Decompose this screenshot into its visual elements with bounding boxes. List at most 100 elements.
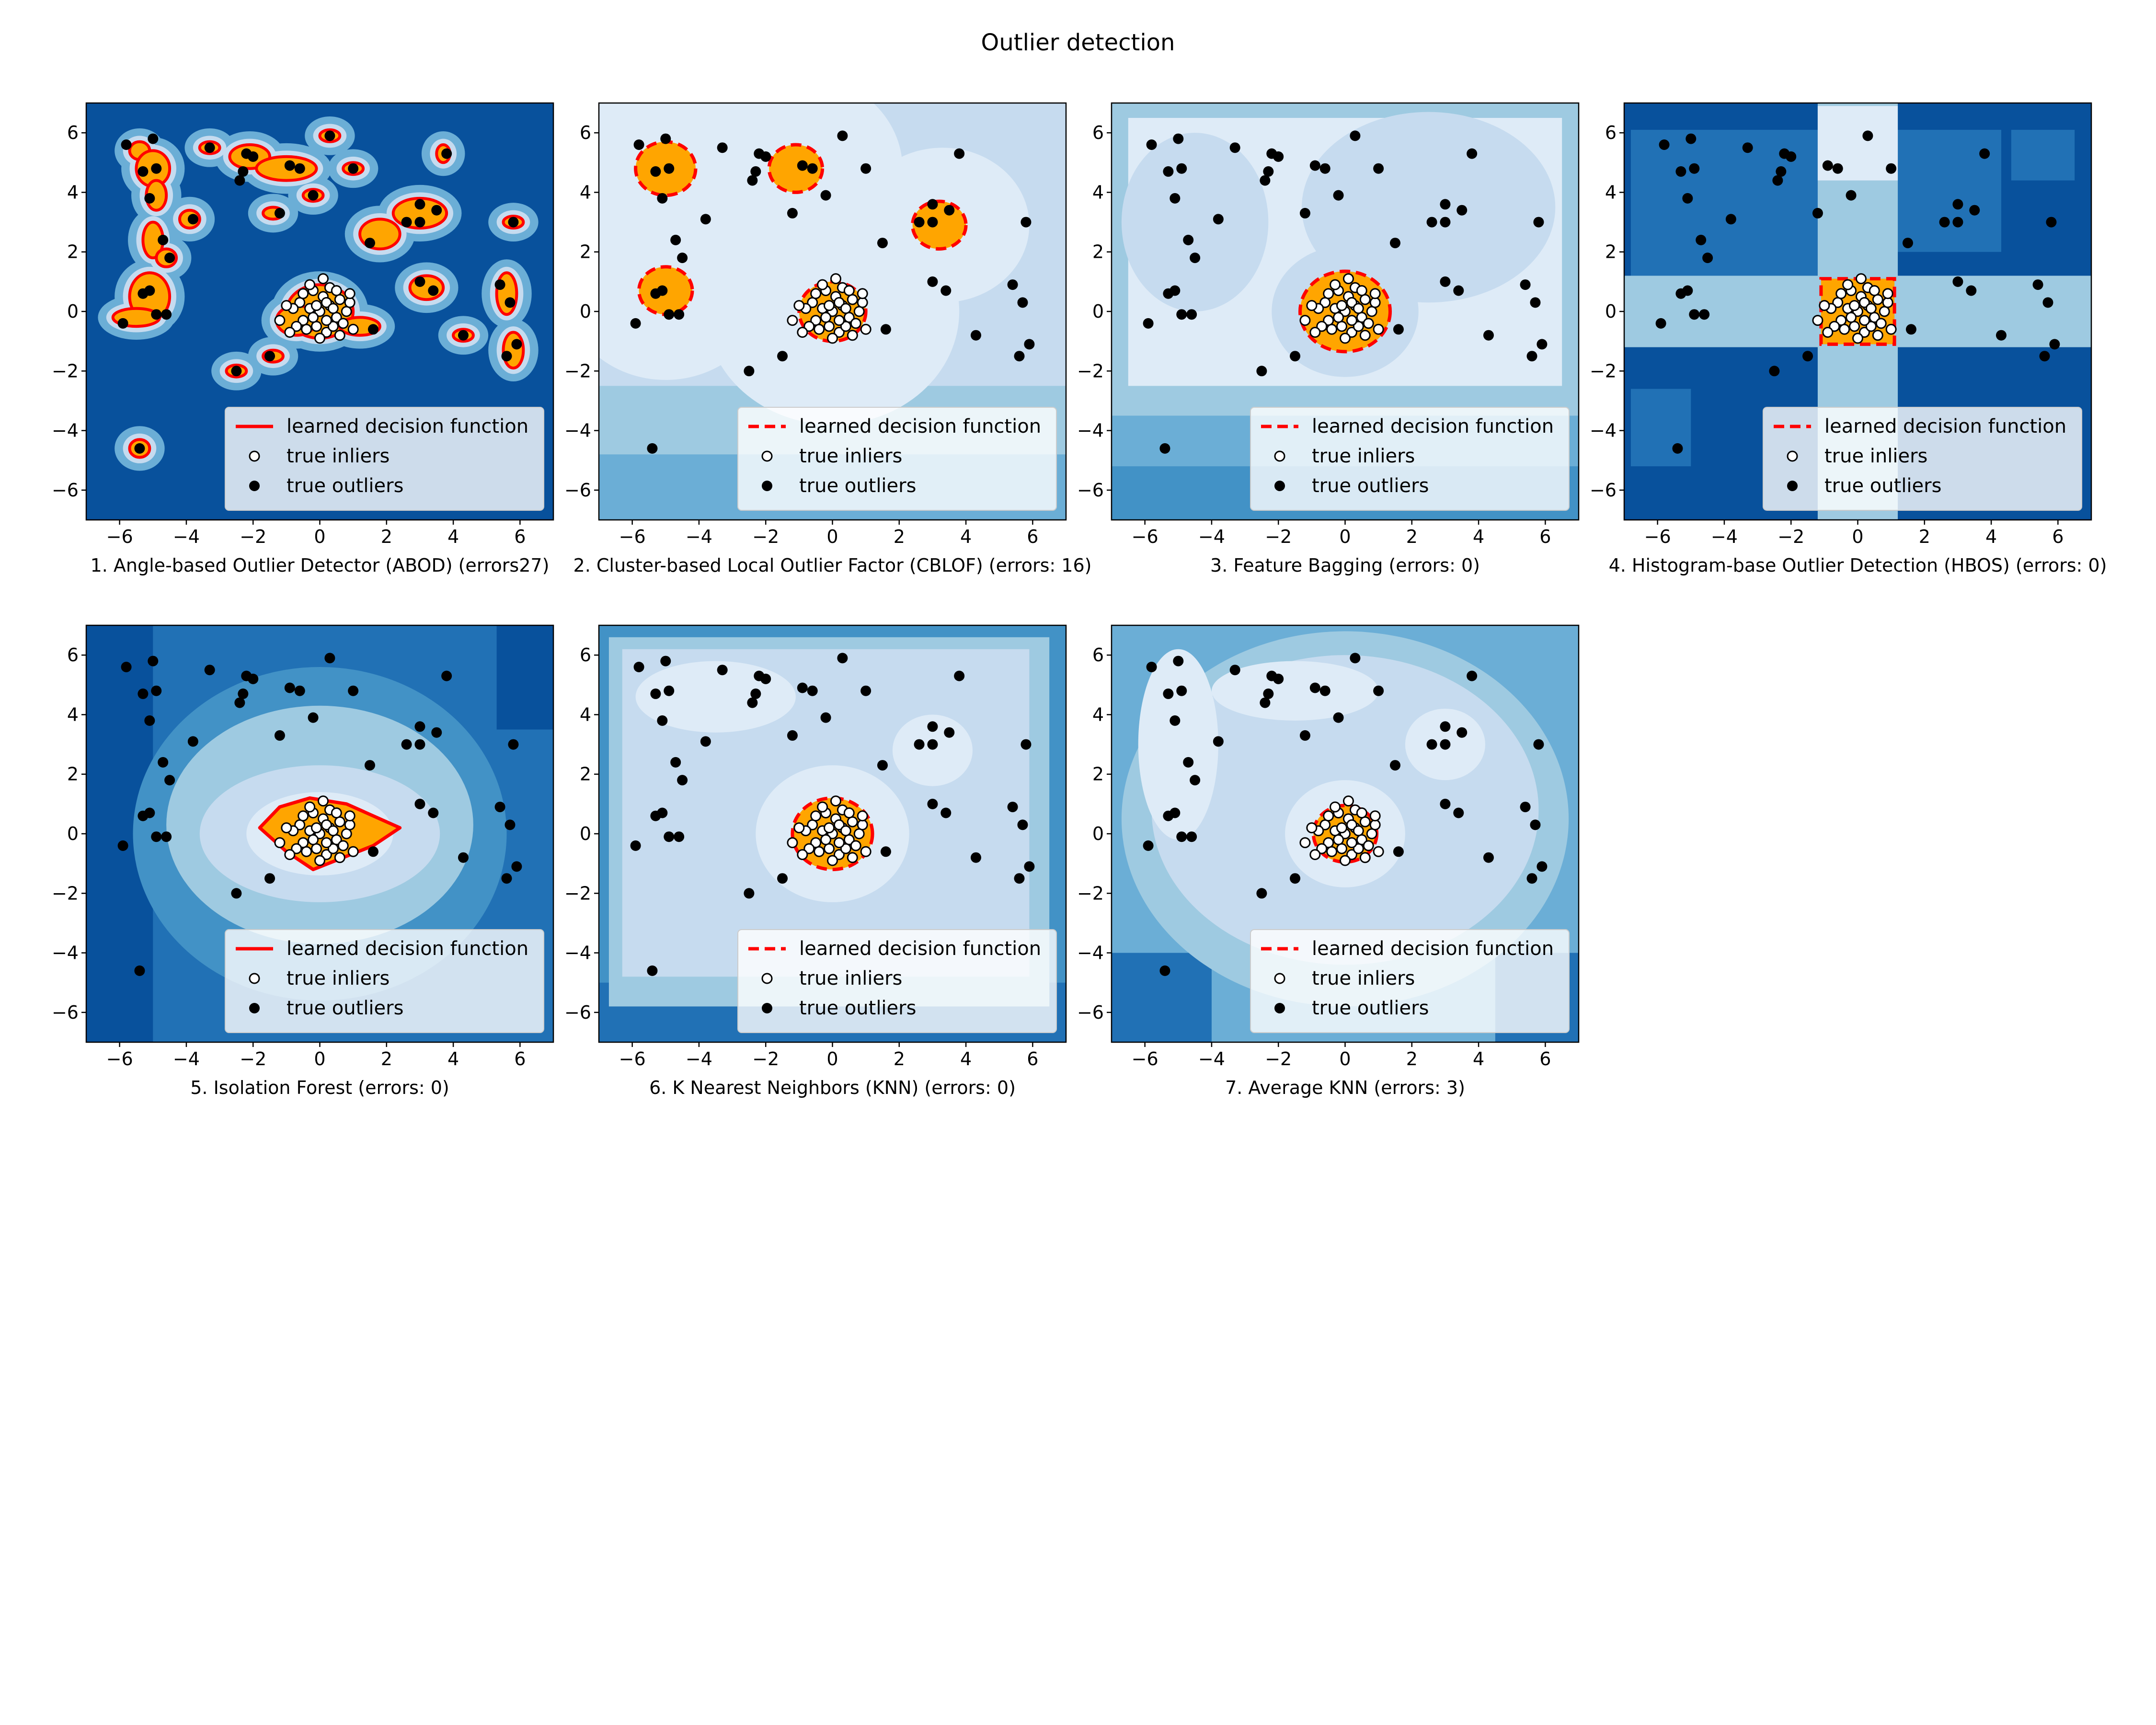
x-tick-label: −4 [1198,526,1225,547]
outlier-point [121,662,132,672]
outlier-point [501,351,512,362]
figure-title: Outlier detection [981,29,1175,56]
inlier-point [321,819,332,830]
y-tick-label: −6 [52,1002,79,1023]
inlier-point [833,315,845,326]
inlier-point [284,327,296,338]
outlier-point [1952,217,1963,228]
outlier-point [1213,214,1224,225]
legend: learned decision function true inliers tru… [225,929,544,1033]
inlier-point [810,810,822,822]
outlier-point [401,217,412,228]
outlier-point [1537,339,1548,350]
x-tick-label: 4 [960,1048,972,1070]
outlier-point [1014,873,1025,884]
outlier-point [148,656,159,667]
inlier-point [1336,822,1348,834]
legend-outlier-label: true outliers [287,475,403,497]
outlier-point [238,688,249,699]
inlier-point [281,822,292,834]
subplot-xlabel: 2. Cluster-based Local Outlier Factor (C… [573,555,1092,576]
inlier-point [850,318,861,329]
inlier-point [827,855,838,866]
outlier-point [717,665,728,676]
outlier-point [1350,653,1361,664]
x-tick-label: 6 [1027,526,1038,547]
inlier-point [1869,285,1880,296]
outlier-point [1170,193,1181,204]
legend-inlier-label: true inliers [287,967,390,989]
y-tick-label: −4 [564,420,591,441]
inlier-point [1323,288,1334,299]
inlier-point [1326,323,1338,335]
outlier-point [650,166,661,177]
outlier-point [744,366,755,377]
outlier-point [204,142,215,153]
inlier-point [817,279,828,290]
legend-decision-label: learned decision function [1312,938,1554,960]
inlier-point [334,294,345,305]
legend-decision-label: learned decision function [287,938,528,960]
outlier-point [670,757,681,768]
outlier-point [664,309,675,320]
legend-outlier-label: true outliers [799,475,916,497]
outlier-point [1146,662,1157,672]
outlier-point [1802,351,1813,362]
inlier-point [1835,288,1847,299]
y-tick-label: 0 [580,823,591,844]
outlier-point [1453,807,1464,818]
inlier-point [833,819,845,830]
inlier-point [1346,327,1357,338]
y-tick-label: 0 [1092,823,1104,844]
outlier-point [837,653,848,664]
inlier-point [334,852,345,863]
outlier-point [747,697,758,708]
inlier-point [1346,837,1357,849]
outlier-point [657,715,668,726]
inlier-point [840,825,851,837]
outlier-point [1176,163,1187,174]
outlier-point [1170,715,1181,726]
outlier-point [664,685,675,696]
inlier-point [840,303,851,314]
outlier-point [807,685,818,696]
outlier-point [1526,351,1537,362]
outlier-point [1021,217,1032,228]
outlier-point [1146,139,1157,150]
outlier-point [1170,285,1181,296]
inlier-point [327,843,339,854]
inlier-point [337,840,349,851]
inlier-point [334,330,345,341]
legend-decision-label: learned decision function [799,938,1041,960]
inlier-point [830,795,841,807]
outlier-point [494,279,505,290]
x-tick-label: −6 [1132,1048,1158,1070]
inlier-point [843,807,855,818]
legend-inlier-label: true inliers [287,445,390,467]
outlier-point [1520,279,1531,290]
outlier-point [1776,166,1787,177]
outlier-point [324,130,335,141]
inlier-point [274,315,286,326]
inlier-point [1829,321,1840,332]
inlier-point [1333,311,1344,323]
outlier-point [1389,760,1400,771]
x-tick-label: 4 [1473,1048,1484,1070]
inlier-point [1842,279,1854,290]
inlier-point [803,321,815,332]
outlier-point [414,798,425,809]
x-tick-label: 0 [826,526,838,547]
outlier-point [807,163,818,174]
x-tick-label: 4 [960,526,972,547]
inlier-point [1872,330,1883,341]
subplot-1: −6 −4 −2 0 2 4 6 −6 −4 −2 0 2 4 6 1. Angle-based Outli… [52,102,554,576]
outlier-point [428,285,439,296]
outlier-point [1655,318,1666,329]
outlier-point [777,873,788,884]
inlier-point [820,834,832,845]
inlier-point [824,843,835,854]
inlier-point [1879,306,1890,317]
decision-region [408,274,445,301]
inlier-point [341,306,352,317]
outlier-point [944,205,955,216]
